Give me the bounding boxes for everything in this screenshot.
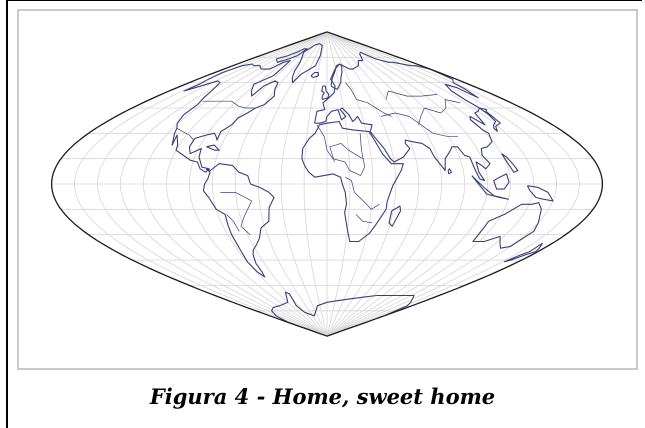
new-zealand-coastline xyxy=(503,242,544,263)
iceland-coastline xyxy=(310,71,319,79)
country-border xyxy=(316,124,366,176)
north-america-coastline xyxy=(171,60,291,173)
great-britain-coastline xyxy=(321,85,330,101)
canadian-islands-coastline xyxy=(275,48,308,63)
new-guinea-coastline xyxy=(526,185,554,202)
country-border xyxy=(355,214,373,224)
sri-lanka-coastline xyxy=(447,168,453,175)
figure-frame xyxy=(6,0,642,428)
africa-coastline xyxy=(301,120,404,243)
country-border xyxy=(226,214,240,232)
continents xyxy=(171,43,554,324)
scandinavia-coastline xyxy=(330,63,343,90)
country-border xyxy=(202,100,255,109)
country-border xyxy=(385,90,438,100)
world-map xyxy=(50,31,604,337)
indonesia-coastline xyxy=(471,175,509,200)
map-outline xyxy=(50,31,604,337)
country-border xyxy=(345,176,380,210)
country-border xyxy=(176,127,194,141)
country-border xyxy=(220,192,253,235)
graticule xyxy=(51,31,603,337)
europe-asia-coastline xyxy=(314,51,493,182)
south-america-coastline xyxy=(202,163,275,278)
philippines-coastline xyxy=(501,153,519,173)
antarctica-coastline xyxy=(271,291,415,324)
japan-coastline xyxy=(478,107,501,133)
map-panel xyxy=(17,9,638,370)
australia-coastline xyxy=(472,202,542,249)
country-border xyxy=(329,143,363,163)
figure-caption: Figura 4 - Home, sweet home xyxy=(149,384,496,409)
country-border xyxy=(418,99,461,125)
greenland-coastline xyxy=(291,43,323,84)
country-border xyxy=(345,82,392,117)
madagascar-coastline xyxy=(388,205,402,227)
borneo-coastline xyxy=(493,173,510,190)
cuba-coastline xyxy=(206,144,220,151)
country-border xyxy=(380,112,458,138)
